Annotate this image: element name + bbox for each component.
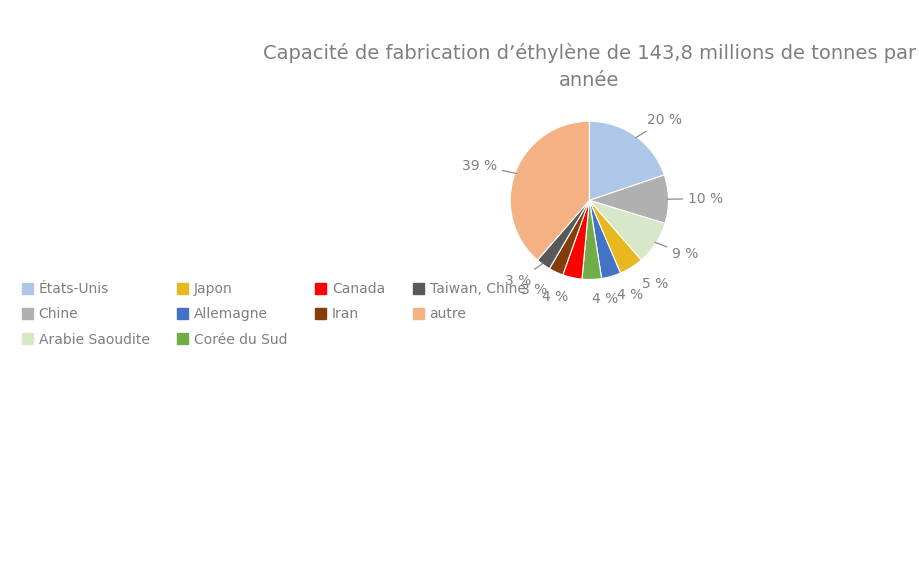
Legend: États-Unis, Chine, Arabie Saoudite, Japon, Allemagne, Corée du Sud, Canada, Iran: États-Unis, Chine, Arabie Saoudite, Japo… [15, 275, 532, 353]
Text: 9 %: 9 % [654, 242, 698, 261]
Text: 39 %: 39 % [461, 159, 516, 173]
Text: 3 %: 3 % [521, 283, 547, 297]
Text: 4 %: 4 % [592, 292, 618, 306]
Text: 3 %: 3 % [505, 263, 543, 288]
Wedge shape [589, 200, 619, 278]
Text: 4 %: 4 % [616, 288, 642, 302]
Wedge shape [589, 200, 664, 260]
Wedge shape [589, 200, 641, 273]
Wedge shape [582, 200, 601, 279]
Wedge shape [510, 121, 589, 260]
Wedge shape [589, 121, 664, 200]
Wedge shape [589, 175, 668, 223]
Text: 10 %: 10 % [666, 192, 722, 206]
Wedge shape [562, 200, 589, 279]
Title: Capacité de fabrication d’éthylène de 143,8 millions de tonnes par
année: Capacité de fabrication d’éthylène de 14… [263, 43, 915, 90]
Text: 4 %: 4 % [541, 290, 567, 304]
Text: 20 %: 20 % [635, 113, 681, 138]
Text: 5 %: 5 % [641, 277, 667, 291]
Wedge shape [537, 200, 589, 269]
Wedge shape [549, 200, 589, 275]
